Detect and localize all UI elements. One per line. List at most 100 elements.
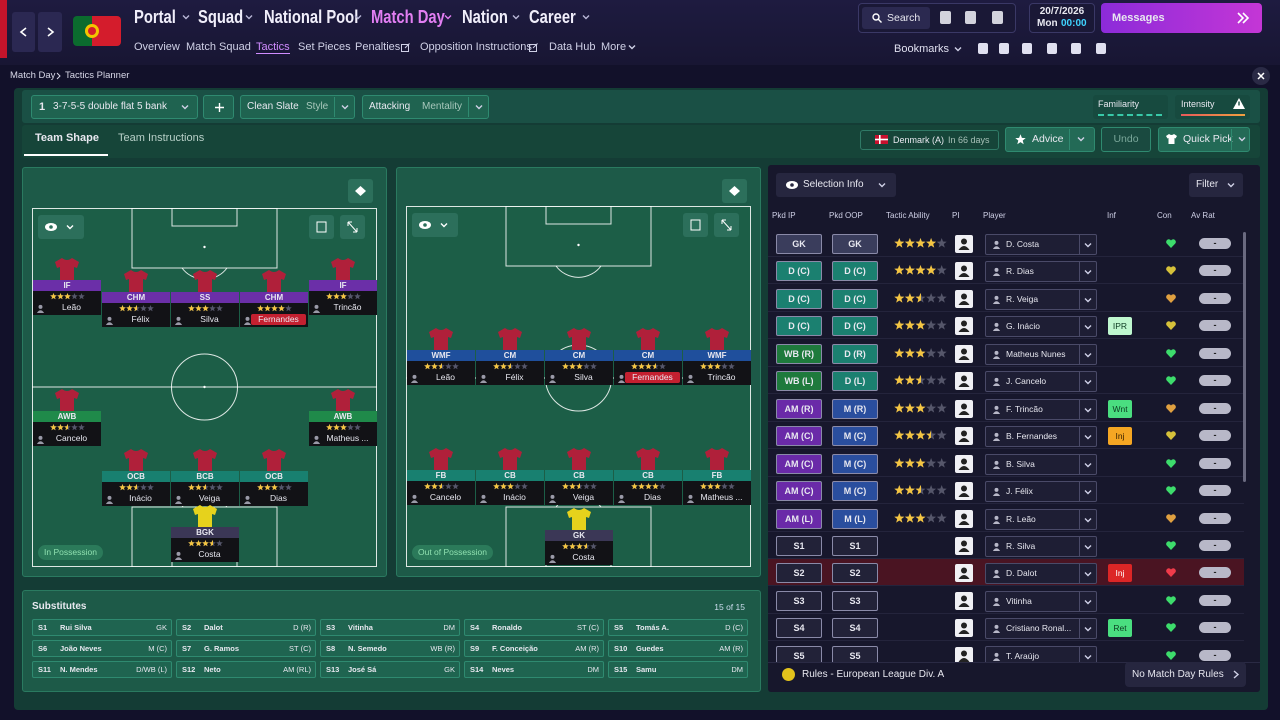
substitute[interactable]: S11 N. Mendes D/WB (L)	[32, 661, 172, 678]
player-role[interactable]: CM	[476, 350, 544, 361]
player-dropdown[interactable]: Vitinha	[985, 590, 1097, 612]
undo-button[interactable]	[1101, 127, 1151, 152]
substitute[interactable]: S8 N. Semedo WB (R)	[320, 640, 460, 657]
toolbar-icon[interactable]	[940, 11, 951, 24]
player-role[interactable]: AWB	[33, 411, 101, 422]
player-role[interactable]: BGK	[171, 527, 239, 538]
player-instructions[interactable]	[955, 619, 973, 638]
position-ip[interactable]: WB (R)	[776, 343, 822, 364]
position-ip[interactable]: D (C)	[776, 288, 822, 309]
position-ip[interactable]: S1	[776, 535, 822, 556]
position-oop[interactable]: M (L)	[832, 508, 878, 529]
position-oop[interactable]: S5	[832, 645, 878, 662]
filter-button[interactable]: Filter	[1189, 173, 1243, 197]
expand-button[interactable]	[714, 213, 739, 237]
position-ip[interactable]: AM (L)	[776, 508, 822, 529]
player-dropdown[interactable]: R. Dias	[985, 261, 1097, 283]
player-instructions[interactable]	[955, 399, 973, 418]
position-oop[interactable]: D (R)	[832, 343, 878, 364]
position-oop[interactable]: S2	[832, 563, 878, 584]
bookmark-icon[interactable]	[1096, 43, 1106, 54]
bookmark-icon[interactable]	[999, 43, 1009, 54]
player-instructions[interactable]	[955, 509, 973, 528]
position-oop[interactable]: D (C)	[832, 261, 878, 282]
bookmark-icon[interactable]	[978, 43, 988, 54]
position-ip[interactable]: S4	[776, 618, 822, 639]
player-role[interactable]: BCB	[171, 471, 239, 482]
forward-button[interactable]	[38, 12, 62, 52]
player-role[interactable]: WMF	[683, 350, 751, 361]
position-oop[interactable]: GK	[832, 234, 878, 254]
back-button[interactable]	[12, 12, 35, 52]
player-role[interactable]: CM	[614, 350, 682, 361]
player-role[interactable]: WMF	[407, 350, 475, 361]
player-role[interactable]: CB	[614, 470, 682, 481]
player-role[interactable]: CB	[545, 470, 613, 481]
player-dropdown[interactable]: D. Dalot	[985, 563, 1097, 585]
main-tab[interactable]: Nation	[462, 7, 508, 27]
player-role[interactable]: CB	[476, 470, 544, 481]
player-dropdown[interactable]: G. Inácio	[985, 316, 1097, 338]
player-dropdown[interactable]: T. Araújo	[985, 645, 1097, 662]
sub-tab[interactable]: Set Pieces	[298, 41, 351, 53]
player-dropdown[interactable]: J. Cancelo	[985, 371, 1097, 393]
main-tab[interactable]: Squad	[198, 7, 244, 27]
player-instructions[interactable]	[955, 427, 973, 446]
position-ip[interactable]: S5	[776, 645, 822, 662]
main-tab[interactable]: Match Day	[371, 7, 445, 27]
bookmark-icon[interactable]	[1071, 43, 1081, 54]
toolbar-icon[interactable]	[965, 11, 976, 24]
substitute[interactable]: S14 Neves DM	[464, 661, 604, 678]
player-dropdown[interactable]: R. Silva	[985, 535, 1097, 557]
position-oop[interactable]: S4	[832, 618, 878, 639]
position-oop[interactable]: D (C)	[832, 288, 878, 309]
substitute[interactable]: S6 João Neves M (C)	[32, 640, 172, 657]
search-button[interactable]: Search	[862, 7, 930, 29]
player-role[interactable]: FB	[407, 470, 475, 481]
position-oop[interactable]: M (C)	[832, 481, 878, 502]
player-instructions[interactable]	[955, 454, 973, 473]
position-ip[interactable]: AM (C)	[776, 453, 822, 474]
substitute[interactable]: S3 Vitinha DM	[320, 619, 460, 636]
position-oop[interactable]: D (L)	[832, 371, 878, 392]
substitute[interactable]: S15 Samu DM	[608, 661, 748, 678]
position-oop[interactable]: M (R)	[832, 398, 878, 419]
position-ip[interactable]: D (C)	[776, 316, 822, 337]
position-oop[interactable]: S3	[832, 590, 878, 611]
player-instructions[interactable]	[955, 536, 973, 555]
match-day-rules[interactable]: No Match Day Rules	[1125, 662, 1246, 687]
player-dropdown[interactable]: B. Silva	[985, 453, 1097, 475]
substitute[interactable]: S7 G. Ramos ST (C)	[176, 640, 316, 657]
substitute[interactable]: S1 Rui Silva GK	[32, 619, 172, 636]
player-role[interactable]: OCB	[240, 471, 308, 482]
sub-tab[interactable]: Tactics	[256, 41, 290, 54]
player-role[interactable]: FB	[683, 470, 751, 481]
player-role[interactable]: IF	[309, 280, 377, 291]
position-ip[interactable]: GK	[776, 234, 822, 254]
substitute[interactable]: S9 F. Conceição AM (R)	[464, 640, 604, 657]
position-oop[interactable]: M (C)	[832, 453, 878, 474]
position-ip[interactable]: AM (C)	[776, 481, 822, 502]
main-tab[interactable]: Portal	[134, 7, 176, 27]
player-role[interactable]: CM	[545, 350, 613, 361]
position-ip[interactable]: S3	[776, 590, 822, 611]
tab[interactable]: Team Shape	[35, 132, 99, 144]
position-oop[interactable]: D (C)	[832, 316, 878, 337]
player-role[interactable]: AWB	[309, 411, 377, 422]
pitch-options[interactable]	[722, 179, 747, 203]
bookmarks[interactable]: Bookmarks	[894, 43, 950, 55]
player-dropdown[interactable]: Matheus Nunes	[985, 343, 1097, 365]
player-dropdown[interactable]: J. Félix	[985, 481, 1097, 503]
position-ip[interactable]: S2	[776, 563, 822, 584]
selection-info-button[interactable]: Selection Info	[776, 173, 896, 197]
player-dropdown[interactable]: F. Trincão	[985, 398, 1097, 420]
substitute[interactable]: S10 Guedes AM (R)	[608, 640, 748, 657]
tab[interactable]: Team Instructions	[118, 132, 205, 144]
main-tab[interactable]: National Pool	[264, 7, 359, 27]
player-instructions[interactable]	[955, 591, 973, 610]
sub-tab[interactable]: More	[601, 41, 627, 53]
player-instructions[interactable]	[955, 482, 973, 501]
position-oop[interactable]: M (C)	[832, 426, 878, 447]
sub-tab[interactable]: Opposition Instructions	[420, 41, 532, 53]
substitute[interactable]: S4 Ronaldo ST (C)	[464, 619, 604, 636]
